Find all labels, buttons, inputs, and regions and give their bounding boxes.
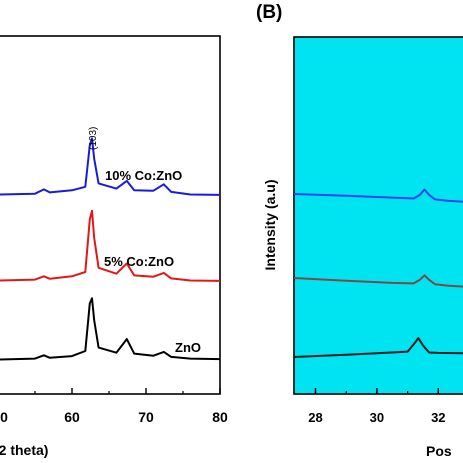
panel-b-label: (B) <box>256 2 282 23</box>
panel-b-series-line-1 <box>293 274 463 288</box>
panel-a-ticks-group: 0 60 70 80 <box>0 388 228 425</box>
panel-b-x-tick-label: 28 <box>308 410 322 425</box>
panel-a-x-tick-label: 60 <box>64 409 80 425</box>
panel-b-plot-background <box>293 36 463 395</box>
panel-a-x-tick-label: 0 <box>0 409 8 425</box>
panel-a-series-line-1 <box>0 209 221 282</box>
panel-b-series-group <box>293 188 463 358</box>
panel-b-x-tick-label: 32 <box>431 410 445 425</box>
panel-a-x-axis-label: (2 theta) <box>0 442 48 458</box>
panel-a-series-line-2 <box>0 297 221 361</box>
panel-a-x-tick-label: 70 <box>138 409 154 425</box>
panel-b-x-axis-label: Pos <box>426 443 452 459</box>
panel-b-y-axis-label: Intensity (a.u) <box>262 179 278 270</box>
legend-label-10pct-co-zno: 10% Co:ZnO <box>105 168 182 183</box>
panel-b-series-line-0 <box>293 188 463 203</box>
panel-a-series-line-0 <box>0 137 221 196</box>
panel-a-chart: 0 60 70 80 (103) 10% Co:ZnO 5% Co:ZnO ZnO (… <box>0 35 228 458</box>
panel-b-x-tick-label: 30 <box>370 410 384 425</box>
peak-annotation-103: (103) <box>88 127 99 150</box>
panel-a-x-tick-label: 80 <box>212 409 228 425</box>
panel-a-series-group <box>0 137 221 361</box>
legend-label-5pct-co-zno: 5% Co:ZnO <box>104 254 174 269</box>
legend-label-zno: ZnO <box>175 340 201 355</box>
panel-b-series-line-2 <box>293 337 463 358</box>
panel-b-chart: (B) 28 30 32 Intensity (a.u) Pos <box>256 2 463 459</box>
panel-b-ticks-group: 28 30 32 <box>308 388 446 425</box>
